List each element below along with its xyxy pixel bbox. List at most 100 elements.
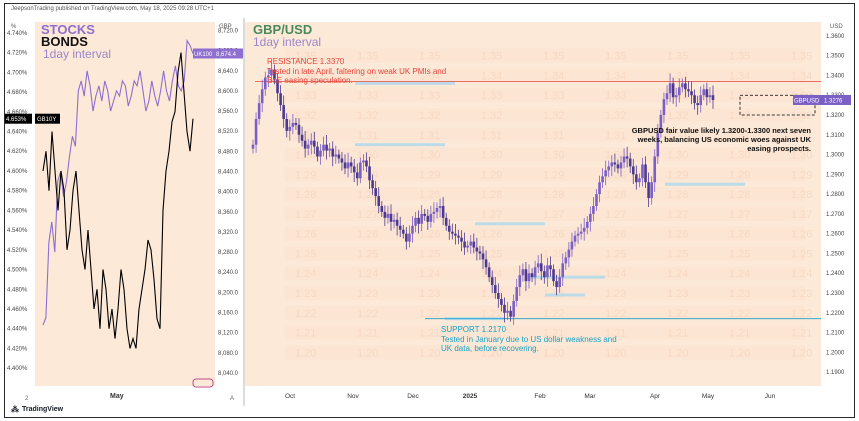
candle-body	[313, 140, 316, 147]
candle-body	[635, 174, 638, 183]
price-axis-tick-label: 1.2300	[826, 291, 845, 297]
candle-body	[582, 227, 586, 232]
right-axis-tick-label: 8,520.0	[218, 129, 239, 135]
time-axis-tick-label: Nov	[347, 393, 359, 400]
watermark-level: 1.35	[667, 51, 688, 63]
candle-body	[549, 265, 552, 270]
watermark-level: 1.22	[481, 308, 502, 320]
time-axis-tick-label: Jun	[765, 393, 776, 400]
candle-body	[331, 148, 335, 157]
candle-body	[352, 166, 356, 173]
watermark-band	[285, 345, 805, 360]
candle-body	[279, 93, 282, 106]
right-axis-tick-label: 8,120.0	[218, 331, 239, 337]
price-badge-label: GBPUSD	[794, 98, 820, 104]
candle-body	[257, 103, 261, 119]
bond-value-label: 4.653%	[6, 117, 27, 123]
candle-body	[475, 247, 479, 252]
candle-body	[506, 310, 509, 313]
candle-body	[401, 229, 405, 234]
resistance-note-line: Tested in late April, faltering on weak …	[267, 67, 446, 76]
candle-body	[380, 205, 384, 212]
left-axis-tick-label: 4.520%	[7, 248, 28, 254]
watermark-level: 1.20	[791, 347, 812, 359]
watermark-level: 1.21	[419, 328, 440, 340]
watermark-band	[285, 246, 805, 261]
candle-body	[539, 263, 543, 272]
candle-body	[294, 122, 298, 125]
candle-body	[337, 154, 341, 159]
watermark-level: 1.23	[295, 288, 316, 300]
price-value-label: 1.3276	[824, 98, 843, 104]
left-axis-tick-label: 4.680%	[7, 90, 28, 96]
candle-body	[478, 251, 482, 254]
candle-body	[383, 211, 387, 218]
watermark-level: 1.25	[605, 248, 626, 260]
candle-body	[325, 144, 328, 151]
candle-body	[533, 267, 537, 278]
left-axis-tick-label: 4.620%	[7, 149, 28, 155]
watermark-level: 1.24	[791, 268, 812, 280]
watermark-level: 1.27	[667, 209, 688, 221]
watermark-level: 1.25	[729, 248, 750, 260]
watermark-level: 1.22	[543, 308, 564, 320]
liquidity-zone	[355, 81, 455, 85]
price-axis-unit: USD	[830, 24, 843, 30]
watermark-level: 1.27	[357, 209, 378, 221]
candle-body	[561, 263, 565, 278]
watermark-level: 1.31	[543, 130, 564, 142]
support-title: SUPPORT 1.2170	[441, 325, 507, 334]
candle-body	[518, 275, 522, 288]
watermark-level: 1.33	[729, 90, 750, 102]
watermark-level: 1.30	[419, 150, 440, 162]
candle-body	[411, 225, 414, 234]
candle-body	[681, 83, 684, 88]
watermark-level: 1.23	[667, 288, 688, 300]
candle-body	[386, 213, 390, 218]
watermark-level: 1.29	[791, 169, 812, 181]
left-axis-tick-label: 4.400%	[7, 366, 28, 372]
candle-body	[546, 265, 549, 278]
candle-body	[705, 89, 709, 98]
watermark-level: 1.28	[791, 189, 812, 201]
candle-body	[644, 164, 647, 183]
candle-body	[460, 237, 463, 242]
price-axis-tick-label: 1.3600	[826, 34, 845, 40]
candle-body	[684, 83, 687, 90]
candle-body	[497, 293, 500, 299]
watermark-level: 1.26	[729, 229, 750, 241]
time-axis-tick-label: 2025	[463, 393, 478, 400]
candle-body	[527, 273, 531, 282]
watermark-level: 1.34	[357, 70, 378, 82]
candle-body	[429, 213, 433, 222]
left-axis-tick-label: 4.660%	[7, 110, 28, 116]
watermark-level: 1.34	[543, 70, 564, 82]
watermark-level: 1.31	[357, 130, 378, 142]
left-axis-tick-label: 4.640%	[7, 130, 28, 136]
bond-value-box	[5, 113, 32, 124]
watermark-level: 1.25	[791, 248, 812, 260]
watermark-band	[285, 127, 805, 142]
watermark-level: 1.29	[729, 169, 750, 181]
watermark-level: 1.20	[729, 347, 750, 359]
watermark-level: 1.25	[667, 248, 688, 260]
candle-body	[340, 158, 344, 163]
candle-body	[481, 253, 485, 260]
candle-body	[291, 122, 295, 127]
watermark-level: 1.21	[543, 328, 564, 340]
candle-body	[668, 83, 672, 94]
right-axis-background	[215, 20, 243, 404]
resistance-note-line: BoE easing speculation.	[267, 76, 353, 85]
candle-body	[365, 160, 368, 167]
watermark-level: 1.26	[605, 229, 626, 241]
candle-body	[405, 233, 408, 242]
watermark-level: 1.32	[419, 110, 440, 122]
watermark-level: 1.32	[481, 110, 502, 122]
watermark-level: 1.22	[357, 308, 378, 320]
candle-body	[285, 118, 289, 131]
watermark-band	[285, 226, 805, 241]
stocks-title: STOCKS	[41, 22, 95, 37]
bottom-right-char: A	[230, 396, 234, 402]
bond-badge-box	[35, 113, 60, 124]
watermark-level: 1.32	[791, 110, 812, 122]
